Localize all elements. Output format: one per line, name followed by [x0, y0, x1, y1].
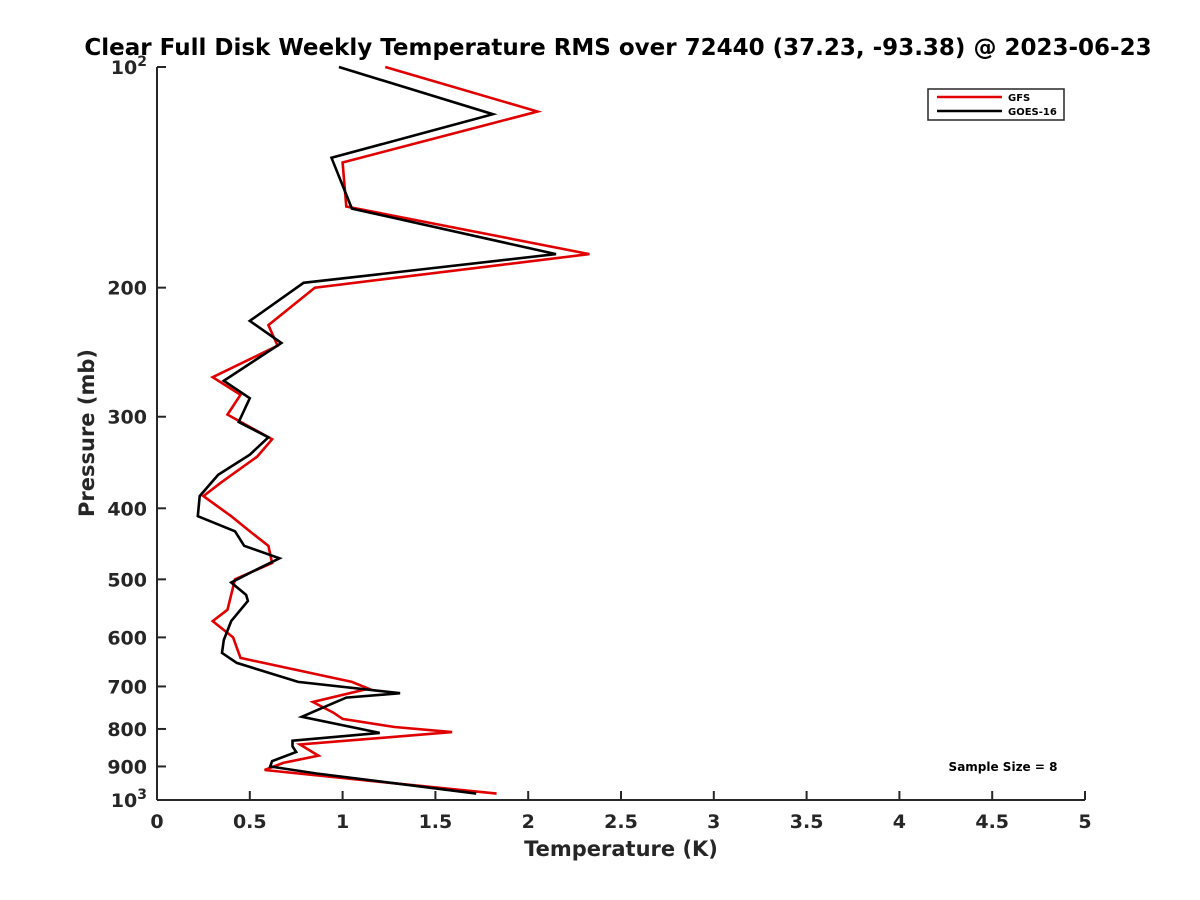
legend-box [927, 88, 1065, 121]
x-ticks: 0 0.5 1 1.5 2 2.5 3 3.5 4 4.5 5 [150, 791, 1092, 833]
series-line-gfs [201, 65, 590, 795]
y-tick-label: 103 [111, 787, 147, 812]
chart-title: Clear Full Disk Weekly Temperature RMS o… [84, 35, 1151, 61]
y-tick-label: 600 [107, 627, 147, 649]
x-tick-label: 2.5 [604, 811, 638, 833]
y-tick-base: 10 [111, 790, 137, 812]
y-tick-label: 200 [107, 278, 147, 300]
series-lines [196, 65, 590, 795]
x-tick-label: 3 [707, 811, 720, 833]
x-tick-label: 5 [1078, 811, 1091, 833]
x-tick-label: 4.5 [975, 811, 1009, 833]
y-tick-label: 700 [107, 676, 147, 698]
y-tick-exponent: 2 [137, 54, 147, 70]
legend-label: GFS [1008, 93, 1030, 104]
x-axis-label: Temperature (K) [524, 837, 718, 861]
y-tick-label: 800 [107, 719, 147, 741]
y-tick-label: 300 [107, 407, 147, 429]
y-tick-exponent: 3 [137, 787, 147, 803]
x-tick-label: 3.5 [790, 811, 824, 833]
legend: GFS GOES-16 [927, 88, 1065, 121]
y-tick-label: 102 [111, 54, 147, 79]
x-tick-label: 0.5 [233, 811, 267, 833]
y-axis-label: Pressure (mb) [75, 349, 99, 517]
y-tick-base: 10 [111, 57, 137, 79]
series-line-goes-16 [196, 65, 557, 795]
y-tick-label: 400 [107, 498, 147, 520]
sample-size-note: Sample Size = 8 [949, 760, 1058, 774]
y-tick-label: 500 [107, 569, 147, 591]
x-tick-label: 1 [336, 811, 349, 833]
x-tick-label: 1.5 [419, 811, 453, 833]
x-tick-label: 2 [522, 811, 535, 833]
legend-label: GOES-16 [1008, 107, 1057, 118]
y-tick-label: 900 [107, 756, 147, 778]
axes [156, 67, 1085, 801]
x-tick-label: 4 [893, 811, 906, 833]
x-tick-label: 0 [150, 811, 163, 833]
